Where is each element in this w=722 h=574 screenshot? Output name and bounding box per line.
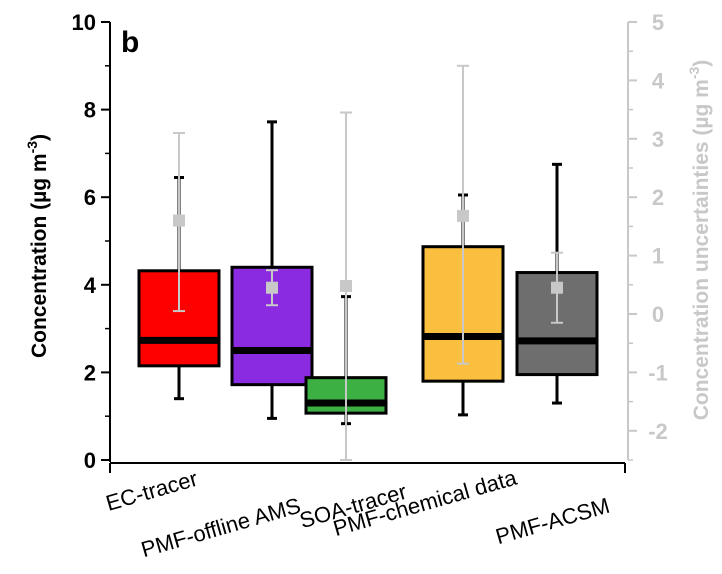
uncertainty-mean-point <box>266 281 278 294</box>
category-label: EC-tracer <box>103 466 200 516</box>
category-label: PMF-ACSM <box>493 493 613 549</box>
left-axis-label-close: ) <box>28 134 51 141</box>
uncertainty-mean-point <box>340 279 352 292</box>
left-tick-label: 10 <box>72 10 96 35</box>
uncertainty-marker <box>173 131 185 313</box>
uncertainty-layer <box>173 64 563 461</box>
boxes-layer <box>137 120 599 426</box>
right-tick-label: 5 <box>652 10 664 35</box>
right-tick-label: 3 <box>652 127 664 152</box>
right-tick-label: 0 <box>652 302 664 327</box>
right-axis-label-close: ) <box>690 60 713 67</box>
uncertainty-marker <box>457 64 469 365</box>
uncertainty-marker <box>340 111 352 461</box>
left-tick-label: 2 <box>84 360 96 385</box>
left-tick-label: 4 <box>84 273 97 298</box>
right-axis-label: Concentration uncertainties (µg m-3) <box>686 60 713 421</box>
right-axis-label-sup: -3 <box>686 66 702 79</box>
uncertainty-mean-point <box>173 214 185 227</box>
right-tick-label: 2 <box>652 185 664 210</box>
uncertainty-marker <box>551 251 563 324</box>
left-axis-label-main: Concentration (µg m <box>28 153 51 358</box>
right-tick-label: 4 <box>652 68 665 93</box>
left-axis-label: Concentration (µg m-3) <box>24 134 51 358</box>
category-label: PMF-offline AMS <box>138 493 303 562</box>
right-tick-label: -2 <box>648 419 668 444</box>
panel-label: b <box>121 26 139 59</box>
axes-layer <box>101 21 637 473</box>
right-tick-label: -1 <box>648 360 668 385</box>
left-tick-label: 8 <box>84 98 96 123</box>
uncertainty-mean-point <box>457 209 469 222</box>
right-tick-label: 1 <box>652 244 664 269</box>
uncertainty-mean-point <box>551 281 563 294</box>
left-tick-label: 0 <box>84 448 96 473</box>
uncertainty-marker <box>266 269 278 307</box>
right-axis-label-main: Concentration uncertainties (µg m <box>690 79 713 420</box>
left-tick-label: 6 <box>84 185 96 210</box>
left-axis-label-sup: -3 <box>24 141 40 154</box>
